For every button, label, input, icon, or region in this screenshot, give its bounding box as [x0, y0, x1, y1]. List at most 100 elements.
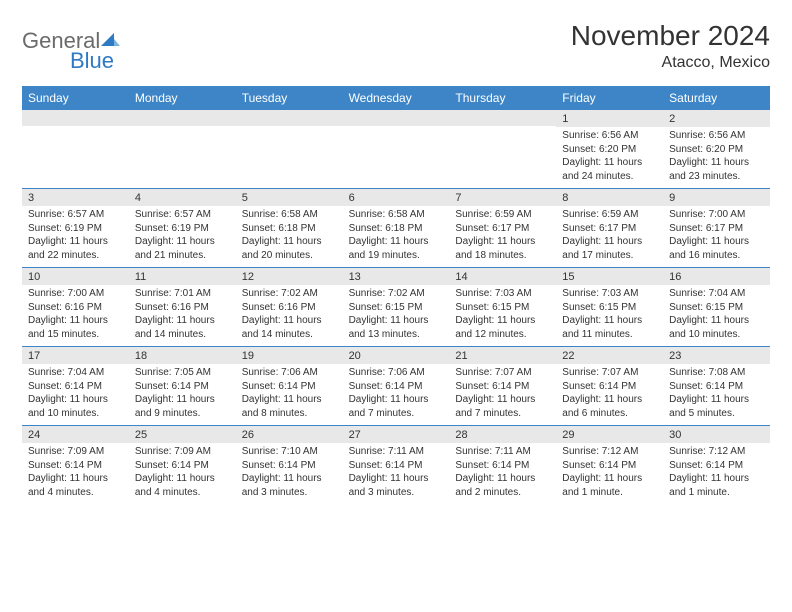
calendar-cell: 8Sunrise: 6:59 AMSunset: 6:17 PMDaylight… — [556, 189, 663, 267]
daylight-text: Daylight: 11 hours and 3 minutes. — [242, 472, 337, 499]
header: GeneralBlue November 2024 Atacco, Mexico — [22, 20, 770, 74]
day-number: 11 — [129, 268, 236, 285]
calendar-cell — [129, 110, 236, 188]
day-content: Sunrise: 7:08 AMSunset: 6:14 PMDaylight:… — [663, 364, 770, 424]
calendar-cell: 1Sunrise: 6:56 AMSunset: 6:20 PMDaylight… — [556, 110, 663, 188]
calendar-cell: 3Sunrise: 6:57 AMSunset: 6:19 PMDaylight… — [22, 189, 129, 267]
sunrise-text: Sunrise: 7:08 AM — [669, 366, 764, 380]
daylight-text: Daylight: 11 hours and 1 minute. — [669, 472, 764, 499]
page-title: November 2024 — [571, 20, 770, 52]
day-number: 3 — [22, 189, 129, 206]
day-content: Sunrise: 7:09 AMSunset: 6:14 PMDaylight:… — [22, 443, 129, 503]
sunrise-text: Sunrise: 7:04 AM — [28, 366, 123, 380]
day-content: Sunrise: 6:59 AMSunset: 6:17 PMDaylight:… — [449, 206, 556, 266]
day-content: Sunrise: 7:00 AMSunset: 6:17 PMDaylight:… — [663, 206, 770, 266]
sunset-text: Sunset: 6:14 PM — [455, 380, 550, 394]
sunrise-text: Sunrise: 7:01 AM — [135, 287, 230, 301]
day-content: Sunrise: 7:03 AMSunset: 6:15 PMDaylight:… — [449, 285, 556, 345]
calendar-cell: 24Sunrise: 7:09 AMSunset: 6:14 PMDayligh… — [22, 426, 129, 504]
sunrise-text: Sunrise: 7:12 AM — [562, 445, 657, 459]
sunrise-text: Sunrise: 7:05 AM — [135, 366, 230, 380]
day-header: Saturday — [663, 86, 770, 110]
sunset-text: Sunset: 6:14 PM — [349, 380, 444, 394]
sunset-text: Sunset: 6:20 PM — [562, 143, 657, 157]
calendar-cell: 11Sunrise: 7:01 AMSunset: 6:16 PMDayligh… — [129, 268, 236, 346]
sunset-text: Sunset: 6:14 PM — [455, 459, 550, 473]
calendar-cell: 30Sunrise: 7:12 AMSunset: 6:14 PMDayligh… — [663, 426, 770, 504]
weeks-container: 1Sunrise: 6:56 AMSunset: 6:20 PMDaylight… — [22, 110, 770, 504]
day-number: 17 — [22, 347, 129, 364]
daylight-text: Daylight: 11 hours and 24 minutes. — [562, 156, 657, 183]
week-row: 3Sunrise: 6:57 AMSunset: 6:19 PMDaylight… — [22, 188, 770, 267]
page: GeneralBlue November 2024 Atacco, Mexico… — [0, 0, 792, 524]
sunrise-text: Sunrise: 7:02 AM — [242, 287, 337, 301]
daylight-text: Daylight: 11 hours and 1 minute. — [562, 472, 657, 499]
calendar-cell — [343, 110, 450, 188]
day-header: Sunday — [22, 86, 129, 110]
sunrise-text: Sunrise: 7:09 AM — [135, 445, 230, 459]
sunset-text: Sunset: 6:14 PM — [135, 380, 230, 394]
day-number: 7 — [449, 189, 556, 206]
day-number: 18 — [129, 347, 236, 364]
day-content: Sunrise: 7:00 AMSunset: 6:16 PMDaylight:… — [22, 285, 129, 345]
calendar-cell: 20Sunrise: 7:06 AMSunset: 6:14 PMDayligh… — [343, 347, 450, 425]
calendar-cell: 16Sunrise: 7:04 AMSunset: 6:15 PMDayligh… — [663, 268, 770, 346]
sunset-text: Sunset: 6:14 PM — [562, 459, 657, 473]
day-number: 6 — [343, 189, 450, 206]
sunset-text: Sunset: 6:20 PM — [669, 143, 764, 157]
calendar-cell: 21Sunrise: 7:07 AMSunset: 6:14 PMDayligh… — [449, 347, 556, 425]
sunrise-text: Sunrise: 6:58 AM — [242, 208, 337, 222]
day-header: Tuesday — [236, 86, 343, 110]
day-number: 14 — [449, 268, 556, 285]
calendar-cell — [449, 110, 556, 188]
day-content: Sunrise: 7:04 AMSunset: 6:15 PMDaylight:… — [663, 285, 770, 345]
calendar-cell: 12Sunrise: 7:02 AMSunset: 6:16 PMDayligh… — [236, 268, 343, 346]
day-content: Sunrise: 7:12 AMSunset: 6:14 PMDaylight:… — [556, 443, 663, 503]
sunset-text: Sunset: 6:14 PM — [349, 459, 444, 473]
day-number: 13 — [343, 268, 450, 285]
sunrise-text: Sunrise: 7:04 AM — [669, 287, 764, 301]
sunset-text: Sunset: 6:14 PM — [135, 459, 230, 473]
sunset-text: Sunset: 6:14 PM — [242, 459, 337, 473]
sunset-text: Sunset: 6:16 PM — [28, 301, 123, 315]
sunrise-text: Sunrise: 7:03 AM — [562, 287, 657, 301]
day-content: Sunrise: 6:58 AMSunset: 6:18 PMDaylight:… — [236, 206, 343, 266]
sunrise-text: Sunrise: 7:12 AM — [669, 445, 764, 459]
daylight-text: Daylight: 11 hours and 4 minutes. — [135, 472, 230, 499]
calendar-cell: 29Sunrise: 7:12 AMSunset: 6:14 PMDayligh… — [556, 426, 663, 504]
daylight-text: Daylight: 11 hours and 18 minutes. — [455, 235, 550, 262]
sunrise-text: Sunrise: 6:56 AM — [669, 129, 764, 143]
day-number: 29 — [556, 426, 663, 443]
sunset-text: Sunset: 6:14 PM — [669, 459, 764, 473]
daylight-text: Daylight: 11 hours and 4 minutes. — [28, 472, 123, 499]
calendar-cell: 23Sunrise: 7:08 AMSunset: 6:14 PMDayligh… — [663, 347, 770, 425]
day-content: Sunrise: 6:58 AMSunset: 6:18 PMDaylight:… — [343, 206, 450, 266]
day-number: 16 — [663, 268, 770, 285]
week-row: 24Sunrise: 7:09 AMSunset: 6:14 PMDayligh… — [22, 425, 770, 504]
day-number: 22 — [556, 347, 663, 364]
daylight-text: Daylight: 11 hours and 8 minutes. — [242, 393, 337, 420]
calendar-cell: 10Sunrise: 7:00 AMSunset: 6:16 PMDayligh… — [22, 268, 129, 346]
calendar-cell: 19Sunrise: 7:06 AMSunset: 6:14 PMDayligh… — [236, 347, 343, 425]
day-content: Sunrise: 7:07 AMSunset: 6:14 PMDaylight:… — [556, 364, 663, 424]
daylight-text: Daylight: 11 hours and 15 minutes. — [28, 314, 123, 341]
daylight-text: Daylight: 11 hours and 12 minutes. — [455, 314, 550, 341]
sunrise-text: Sunrise: 7:09 AM — [28, 445, 123, 459]
sunset-text: Sunset: 6:19 PM — [28, 222, 123, 236]
daylight-text: Daylight: 11 hours and 13 minutes. — [349, 314, 444, 341]
sunset-text: Sunset: 6:18 PM — [242, 222, 337, 236]
daylight-text: Daylight: 11 hours and 20 minutes. — [242, 235, 337, 262]
daylight-text: Daylight: 11 hours and 9 minutes. — [135, 393, 230, 420]
empty-day-strip — [343, 110, 450, 126]
daylight-text: Daylight: 11 hours and 3 minutes. — [349, 472, 444, 499]
logo-triangle-icon — [101, 30, 121, 48]
week-row: 10Sunrise: 7:00 AMSunset: 6:16 PMDayligh… — [22, 267, 770, 346]
sunset-text: Sunset: 6:14 PM — [28, 459, 123, 473]
day-number: 15 — [556, 268, 663, 285]
sunset-text: Sunset: 6:14 PM — [28, 380, 123, 394]
day-number: 10 — [22, 268, 129, 285]
sunrise-text: Sunrise: 7:11 AM — [349, 445, 444, 459]
day-number: 28 — [449, 426, 556, 443]
day-headers-row: SundayMondayTuesdayWednesdayThursdayFrid… — [22, 86, 770, 110]
calendar-cell: 28Sunrise: 7:11 AMSunset: 6:14 PMDayligh… — [449, 426, 556, 504]
